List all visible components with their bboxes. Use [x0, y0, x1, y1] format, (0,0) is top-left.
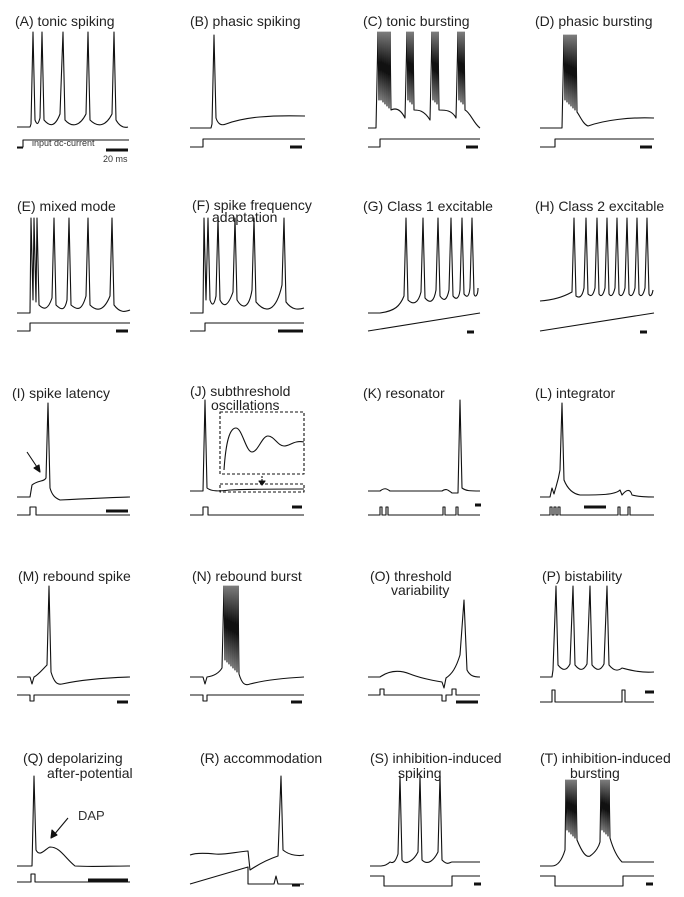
title-s: (S) inhibition-induced: [370, 750, 502, 766]
stimulus-o: [368, 688, 480, 702]
title-m: (M) rebound spike: [18, 568, 131, 584]
scale-bar-label: 20 ms: [103, 154, 128, 164]
stimulus-d: [540, 138, 654, 148]
trace-f: [190, 217, 305, 314]
title-q-2: after-potential: [47, 765, 133, 781]
stimulus-f: [190, 322, 304, 332]
title-p: (P) bistability: [542, 568, 623, 584]
title-o: (O) threshold: [370, 568, 452, 584]
title-t: (T) inhibition-induced: [540, 750, 671, 766]
trace-o: [368, 599, 481, 689]
stimulus-s: [370, 875, 480, 887]
trace-m: [17, 585, 131, 685]
title-j-2: oscillations: [211, 397, 280, 413]
dap-label: DAP: [78, 808, 105, 823]
trace-l: [540, 402, 655, 498]
trace-r: [189, 775, 305, 871]
stimulus-a: [17, 139, 129, 148]
title-b: (B) phasic spiking: [190, 13, 301, 29]
trace-b: [190, 34, 306, 129]
inset-trace: [223, 427, 305, 471]
stimulus-c: [368, 138, 480, 148]
title-f-2: adaptation: [212, 209, 278, 225]
trace-t: [540, 779, 654, 867]
title-h: (H) Class 2 excitable: [535, 198, 665, 214]
stimulus-m: [17, 694, 130, 702]
title-g: (G) Class 1 excitable: [363, 198, 493, 214]
trace-n: [190, 585, 305, 686]
title-o-2: variability: [391, 582, 450, 598]
trace-k: [368, 399, 481, 494]
stimulus-j: [190, 506, 304, 516]
stimulus-g: [367, 312, 481, 332]
stimulus-t: [540, 875, 654, 887]
title-l: (L) integrator: [535, 385, 616, 401]
title-i: (I) spike latency: [12, 385, 111, 401]
title-f: (F) spike frequency: [192, 197, 312, 213]
inset-box: [219, 411, 305, 475]
stimulus-l: [540, 506, 654, 516]
trace-p: [540, 585, 655, 678]
title-q: (Q) depolarizing: [23, 750, 123, 766]
title-j: (J) subthreshold: [190, 383, 291, 399]
title-a: (A) tonic spiking: [15, 13, 115, 29]
stimulus-k: [368, 506, 480, 516]
title-c: (C) tonic bursting: [363, 13, 470, 29]
stimulus-r: [189, 866, 304, 885]
stimulus-e: [17, 322, 130, 332]
title-s-2: spiking: [398, 765, 442, 781]
stimulus-n: [190, 694, 304, 702]
trace-d: [540, 34, 655, 129]
trace-e: [17, 217, 131, 314]
stimulus-i: [17, 506, 130, 516]
trace-j: [190, 399, 305, 492]
arrow-i-head: [33, 464, 41, 473]
zoom-arrow-head: [258, 480, 266, 486]
stimulus-p: [540, 689, 654, 703]
stimulus-b: [190, 138, 305, 148]
trace-c: [368, 31, 481, 129]
trace-g: [368, 217, 479, 314]
stimulus-q: [17, 873, 130, 883]
trace-s: [370, 775, 480, 867]
trace-i: [17, 402, 131, 501]
trace-h: [539, 217, 654, 302]
title-t-2: bursting: [570, 765, 620, 781]
title-r: (R) accommodation: [200, 750, 323, 766]
arrow-q-head: [50, 829, 58, 839]
stimulus-h: [539, 312, 655, 332]
input-current-label: input dc-current: [32, 138, 95, 148]
trace-a: [17, 31, 129, 128]
trace-q: [17, 775, 131, 867]
title-e: (E) mixed mode: [17, 198, 116, 214]
title-n: (N) rebound burst: [192, 568, 302, 584]
title-d: (D) phasic bursting: [535, 13, 653, 29]
title-k: (K) resonator: [363, 385, 445, 401]
